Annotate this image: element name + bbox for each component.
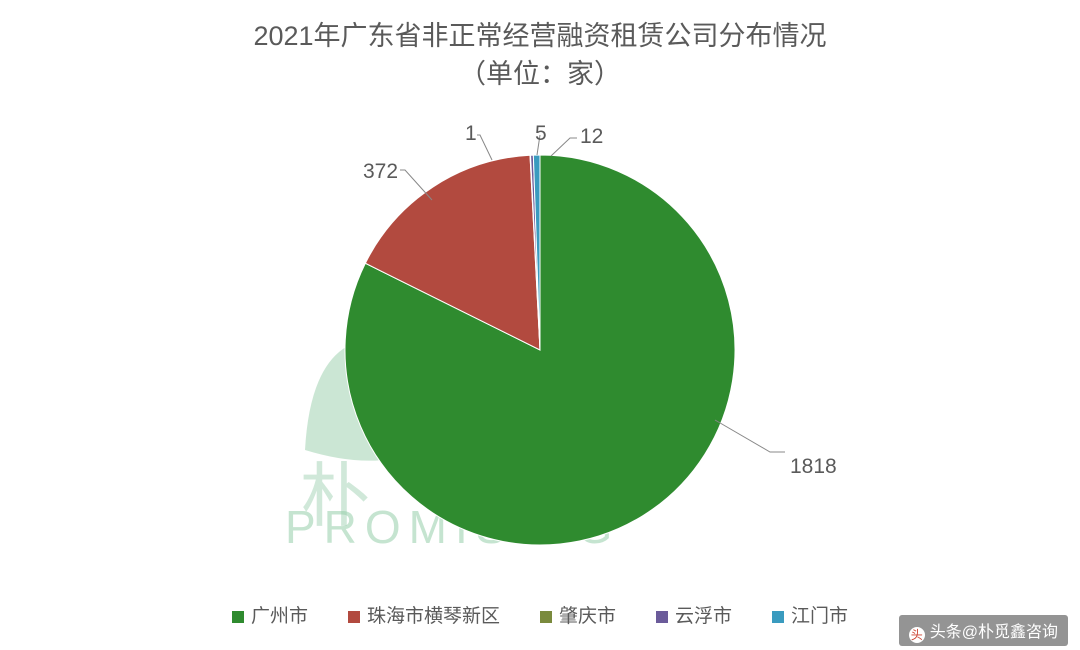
leader-line — [715, 420, 785, 452]
data-label: 5 — [535, 122, 547, 146]
legend-swatch — [348, 611, 360, 623]
data-label: 1 — [465, 122, 477, 146]
legend-item: 江门市 — [772, 606, 848, 627]
legend-item: 广州市 — [232, 606, 308, 627]
credit-prefix: 头条 — [930, 624, 962, 641]
source-credit: 头头条@朴觅鑫咨询 — [899, 615, 1068, 646]
legend-item: 珠海市横琴新区 — [348, 606, 500, 627]
legend-swatch — [656, 611, 668, 623]
leader-line — [551, 138, 577, 156]
toutiao-icon: 头 — [909, 627, 925, 643]
data-label: 372 — [363, 160, 398, 184]
data-label: 12 — [580, 125, 603, 149]
chart-container: 朴 PROMISING 2021年广东省非正常经营融资租赁公司分布情况 （单位：… — [0, 0, 1080, 650]
legend-item: 云浮市 — [656, 606, 732, 627]
leader-line — [477, 135, 492, 160]
pie-chart — [0, 0, 1080, 650]
legend-item: 肇庆市 — [540, 606, 616, 627]
credit-handle: @朴觅鑫咨询 — [962, 624, 1058, 641]
data-label: 1818 — [790, 455, 837, 479]
legend-swatch — [540, 611, 552, 623]
legend-swatch — [772, 611, 784, 623]
legend-swatch — [232, 611, 244, 623]
